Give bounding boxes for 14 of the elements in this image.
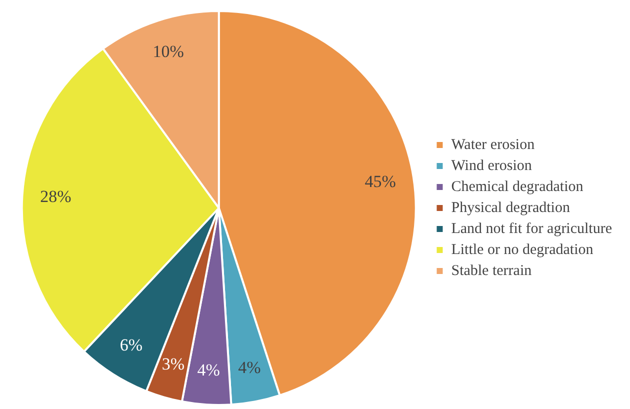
legend-label: Stable terrain [451, 262, 532, 279]
legend-label: Wind erosion [451, 158, 532, 174]
data-label: 45% [364, 172, 396, 191]
legend-label: Physical degradtion [451, 200, 570, 216]
data-label: 3% [162, 354, 185, 374]
data-label: 4% [238, 358, 261, 378]
legend-label: Land not fit for agriculture [451, 220, 612, 237]
data-label: 6% [120, 336, 143, 355]
legend-label: Water erosion [451, 136, 536, 153]
data-label: 4% [197, 360, 220, 380]
legend-label: Little or no degradation [451, 242, 594, 258]
legend-label: Chemical degradation [451, 178, 584, 195]
data-label: 28% [40, 187, 72, 206]
data-label: 10% [152, 42, 184, 61]
